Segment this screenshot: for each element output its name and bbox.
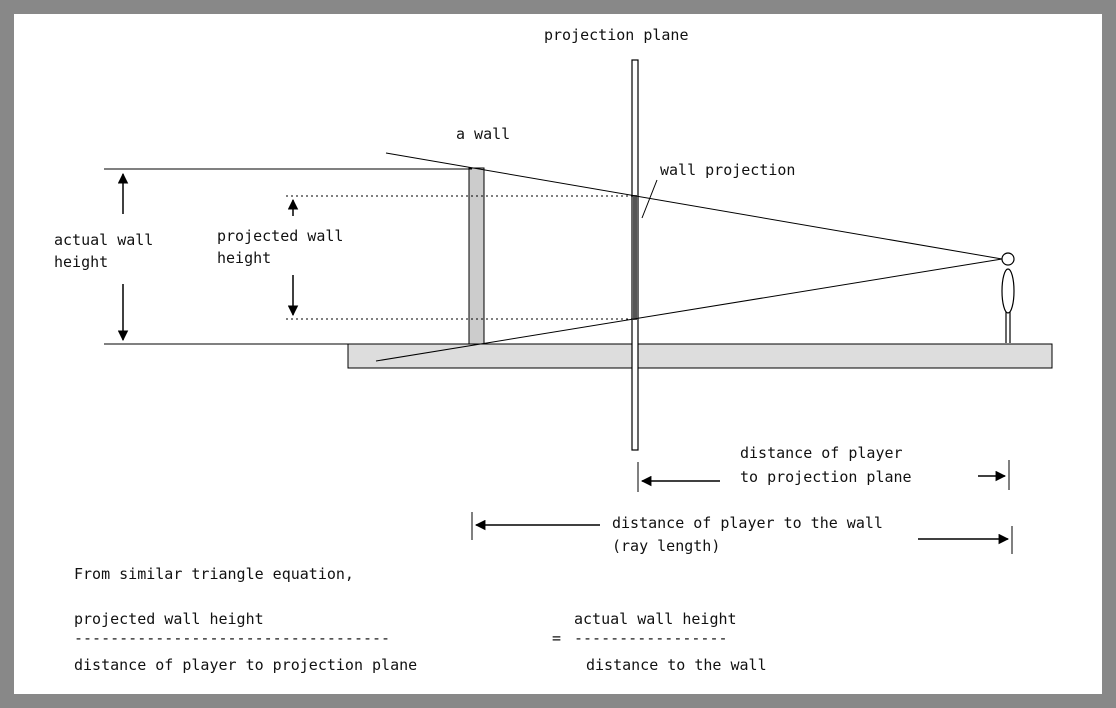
- label-projected-wall-height-2: height: [217, 249, 271, 267]
- sight-line-bottom: [375, 258, 1003, 362]
- label-dist-player-projection-2: to projection plane: [740, 468, 912, 486]
- label-a-wall: a wall: [456, 125, 510, 143]
- equation-numerator-left: projected wall height: [74, 610, 264, 628]
- equation-denominator-left: distance of player to projection plane: [74, 656, 417, 674]
- wall-projection: [633, 195, 637, 320]
- label-wall-projection: wall projection: [660, 161, 795, 179]
- wall-projection-pointer: [641, 179, 658, 219]
- player-icon: [1001, 252, 1015, 343]
- equation-equals: =: [552, 629, 561, 647]
- label-projection-plane: projection plane: [544, 26, 689, 44]
- label-dist-player-wall-2: (ray length): [612, 537, 720, 555]
- sight-line-top: [385, 152, 1003, 260]
- equation-divider-left: -----------------------------------: [74, 629, 390, 647]
- equation-intro: From similar triangle equation,: [74, 565, 354, 583]
- label-dist-player-projection-1: distance of player: [740, 444, 903, 462]
- label-projected-wall-height-1: projected wall: [217, 227, 343, 245]
- floor: [347, 343, 1053, 369]
- label-actual-wall-height-1: actual wall: [54, 231, 153, 249]
- wall: [468, 167, 485, 345]
- equation-denominator-right: distance to the wall: [586, 656, 767, 674]
- label-dist-player-wall-1: distance of player to the wall: [612, 514, 883, 532]
- equation-numerator-right: actual wall height: [574, 610, 737, 628]
- label-actual-wall-height-2: height: [54, 253, 108, 271]
- equation-divider-right: -----------------: [574, 629, 728, 647]
